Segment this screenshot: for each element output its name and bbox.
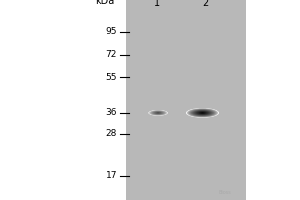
Ellipse shape bbox=[152, 111, 164, 115]
Ellipse shape bbox=[155, 112, 161, 114]
Ellipse shape bbox=[196, 111, 209, 115]
Ellipse shape bbox=[195, 111, 210, 115]
Ellipse shape bbox=[194, 110, 211, 115]
Ellipse shape bbox=[200, 112, 205, 114]
Ellipse shape bbox=[156, 112, 160, 113]
Ellipse shape bbox=[186, 108, 219, 118]
Text: 28: 28 bbox=[106, 129, 117, 138]
Text: kDa: kDa bbox=[95, 0, 114, 6]
Ellipse shape bbox=[151, 111, 165, 115]
Text: 1: 1 bbox=[154, 0, 160, 8]
Ellipse shape bbox=[193, 110, 212, 116]
Ellipse shape bbox=[152, 111, 164, 115]
Ellipse shape bbox=[150, 110, 166, 115]
Ellipse shape bbox=[188, 109, 217, 117]
Ellipse shape bbox=[201, 112, 204, 113]
Ellipse shape bbox=[157, 112, 160, 113]
Ellipse shape bbox=[156, 112, 161, 114]
Ellipse shape bbox=[199, 112, 206, 114]
Ellipse shape bbox=[192, 110, 213, 116]
Ellipse shape bbox=[188, 109, 217, 117]
Text: 55: 55 bbox=[106, 73, 117, 82]
Ellipse shape bbox=[154, 112, 162, 114]
Ellipse shape bbox=[197, 111, 208, 114]
Ellipse shape bbox=[149, 110, 167, 116]
Text: 95: 95 bbox=[106, 27, 117, 36]
Ellipse shape bbox=[148, 110, 168, 116]
Ellipse shape bbox=[154, 112, 163, 114]
Ellipse shape bbox=[197, 111, 208, 115]
Ellipse shape bbox=[153, 111, 163, 114]
Ellipse shape bbox=[150, 111, 166, 115]
Bar bbox=[126, 0, 246, 200]
Ellipse shape bbox=[189, 109, 216, 117]
Ellipse shape bbox=[155, 112, 161, 114]
Text: Bioss: Bioss bbox=[219, 190, 231, 195]
Ellipse shape bbox=[190, 109, 215, 116]
Ellipse shape bbox=[151, 111, 165, 115]
Text: 2: 2 bbox=[202, 0, 208, 8]
Text: 17: 17 bbox=[106, 171, 117, 180]
Ellipse shape bbox=[153, 111, 164, 114]
Text: 72: 72 bbox=[106, 50, 117, 59]
Text: 36: 36 bbox=[106, 108, 117, 117]
Ellipse shape bbox=[191, 110, 214, 116]
Ellipse shape bbox=[187, 108, 218, 117]
Ellipse shape bbox=[149, 110, 167, 115]
Ellipse shape bbox=[194, 110, 211, 116]
Ellipse shape bbox=[198, 112, 207, 114]
